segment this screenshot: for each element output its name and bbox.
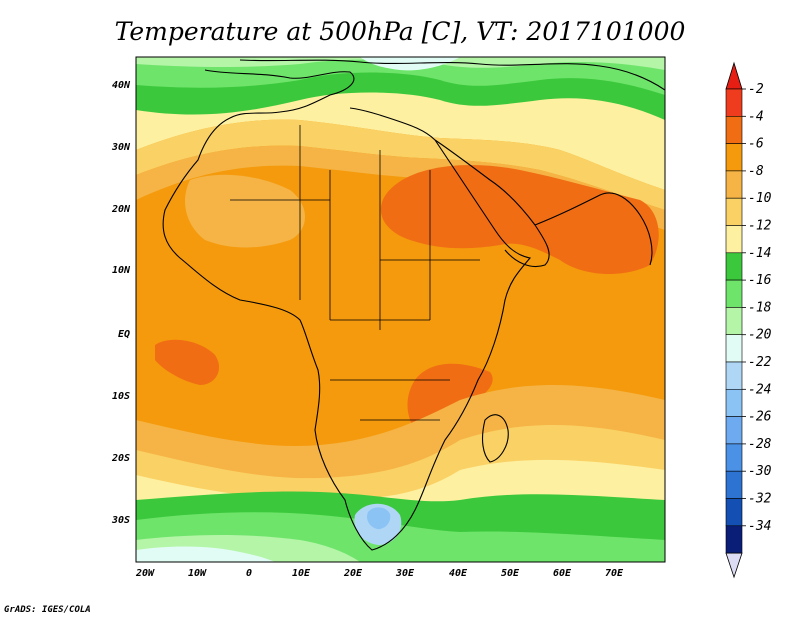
- colorbar-swatch: [725, 470, 743, 499]
- longitude-label: 60E: [553, 568, 572, 579]
- arabia-coast: [534, 192, 653, 266]
- colorbar-swatch: [725, 361, 743, 390]
- colorbar-swatch: [725, 416, 743, 445]
- colorbar-swatch: [725, 116, 743, 144]
- colorbar-swatch: [725, 388, 743, 417]
- colorbar-swatch: [725, 197, 743, 226]
- latitude-label: 40N: [112, 80, 131, 91]
- longitude-label: 70E: [605, 568, 624, 579]
- colorbar-bottom-arrow: [725, 552, 743, 579]
- africa-coastline: [162, 69, 532, 551]
- temperature-field: [136, 57, 665, 562]
- latitude-label: 30N: [111, 142, 131, 153]
- longitude-label: 0: [246, 568, 252, 579]
- colorbar: -2 -4 -6 -8 -10 -12 -14 -16 -18 -20 -22 -24 -26 -28 -3…: [725, 61, 772, 579]
- latitude-label: 10N: [112, 265, 131, 276]
- colorbar-swatch: [725, 525, 743, 554]
- longitude-label: 50E: [501, 568, 520, 579]
- field-band-north-10: [136, 119, 665, 210]
- colorbar-label: -22: [748, 355, 772, 370]
- field-warm-patch-arabia: [380, 165, 659, 275]
- longitude-labels: 20W 10W 0 10E 20E 30E 40E 50E 60E 70E: [135, 568, 624, 579]
- colorbar-label: -24: [748, 382, 771, 397]
- europe-coast: [239, 59, 665, 91]
- red-sea-coast: [434, 139, 550, 268]
- colorbar-label: -10: [748, 191, 772, 206]
- field-patch-sahara: [185, 174, 305, 248]
- colorbar-label: -18: [748, 300, 772, 315]
- colorbar-label: -8: [748, 164, 764, 179]
- colorbar-swatch: [725, 279, 743, 308]
- colorbar-label: -6: [748, 137, 764, 152]
- colorbar-label: -4: [748, 109, 764, 124]
- colorbar-swatch: [725, 443, 743, 472]
- longitude-label: 40E: [449, 568, 468, 579]
- grads-credit: GrADS: IGES/COLA: [4, 605, 91, 615]
- field-warm-patch-atlantic: [155, 339, 220, 385]
- latitude-label: 10S: [112, 391, 130, 402]
- colorbar-label: -16: [748, 273, 772, 288]
- map-frame: [135, 56, 666, 563]
- colorbar-swatch: [725, 334, 743, 363]
- colorbar-swatch: [725, 252, 743, 281]
- colorbar-label: -26: [748, 410, 772, 425]
- latitude-label: 20S: [111, 453, 130, 464]
- latitude-label: 30S: [111, 515, 130, 526]
- latitude-label: EQ: [118, 329, 130, 340]
- field-cold-core-south: [367, 507, 391, 530]
- longitude-label: 10W: [188, 568, 207, 579]
- coastlines: [162, 59, 665, 551]
- field-band-south-20: [136, 546, 275, 562]
- field-band-north-16: [136, 57, 665, 95]
- map-title: Temperature at 500hPa [C], VT: 201710100…: [115, 17, 686, 46]
- colorbar-label: -32: [748, 492, 772, 507]
- longitude-label: 20W: [135, 568, 155, 579]
- colorbar-swatch: [725, 143, 743, 172]
- colorbar-label: -2: [748, 82, 764, 97]
- colorbar-swatch: [725, 225, 743, 254]
- colorbar-label: -12: [748, 219, 772, 234]
- longitude-label: 10E: [292, 568, 311, 579]
- colorbar-swatch: [725, 88, 743, 117]
- colorbar-swatch: [725, 307, 743, 335]
- colorbar-label: -20: [748, 328, 772, 343]
- colorbar-label: -30: [748, 464, 772, 479]
- colorbar-top-arrow: [725, 61, 743, 90]
- longitude-label: 30E: [395, 568, 415, 579]
- colorbar-swatch: [725, 170, 743, 199]
- madagascar-coast: [481, 414, 509, 463]
- country-borders: [230, 125, 480, 421]
- latitude-labels: 40N 30N 20N 10N EQ 10S 20S 30S: [111, 80, 131, 526]
- colorbar-label: -14: [748, 246, 771, 261]
- colorbar-label: -34: [748, 519, 771, 534]
- longitude-label: 20E: [343, 568, 363, 579]
- colorbar-label: -28: [748, 437, 772, 452]
- colorbar-swatch: [725, 498, 743, 527]
- latitude-label: 20N: [111, 204, 131, 215]
